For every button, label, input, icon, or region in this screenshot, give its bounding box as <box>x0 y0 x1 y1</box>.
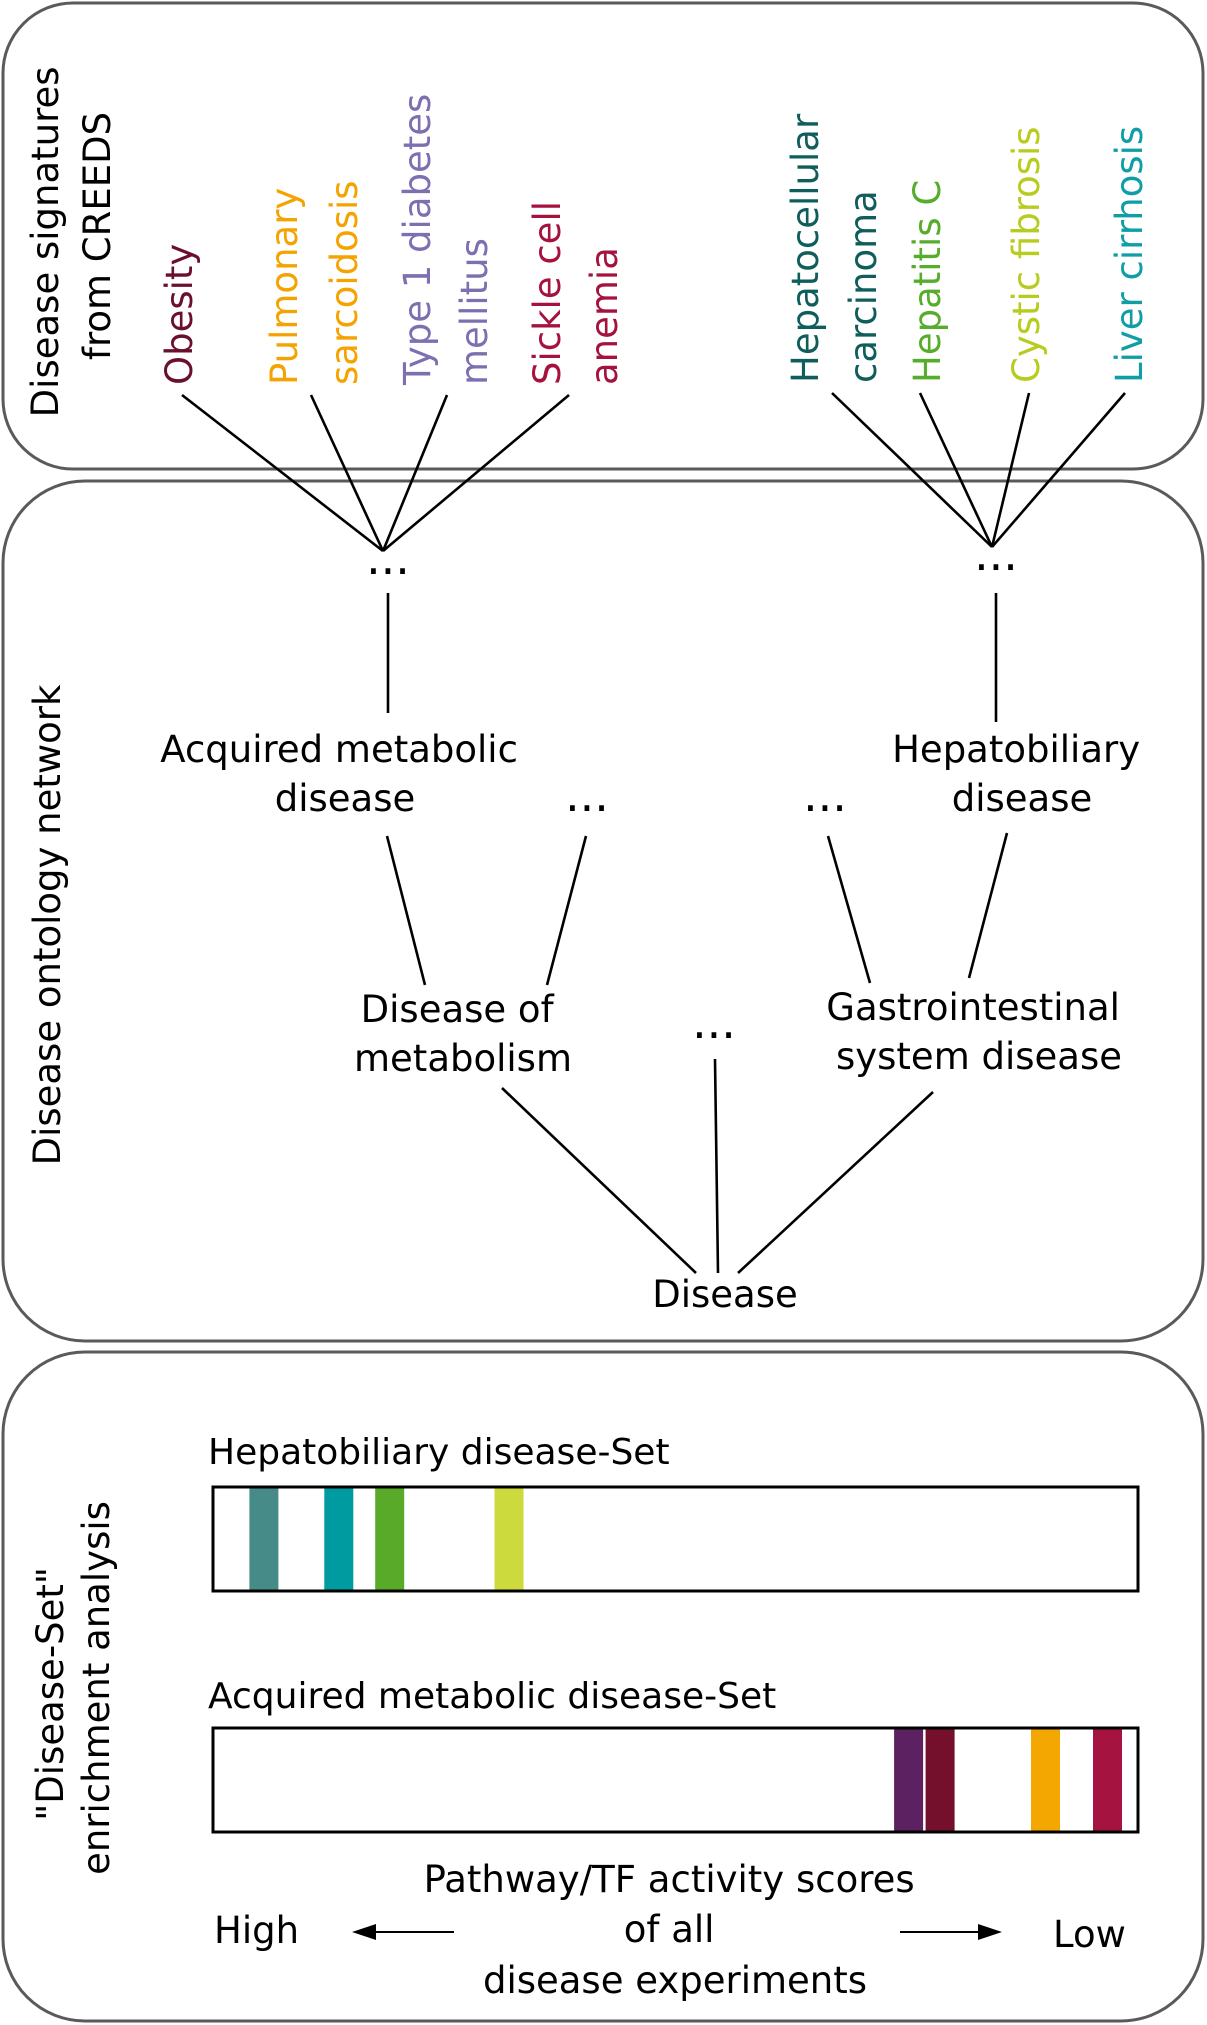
acquired-metabolic-line-2: disease <box>275 777 416 820</box>
edge-gastrointestinal-to-disease <box>737 1091 934 1274</box>
ontology-panel <box>1 479 1205 1343</box>
edge-ellipsis-to-disease <box>713 1058 720 1274</box>
signature-type1-diabetes-line-1: Type 1 diabetes <box>396 94 439 386</box>
signature-hepatocellular-carcinoma: Hepatocellular carcinoma <box>784 102 885 383</box>
signature-obesity-line-1: Obesity <box>158 244 201 385</box>
node-gastrointestinal-system-disease: Gastrointestinal system disease <box>826 986 1131 1078</box>
gastrointestinal-line-1: Gastrointestinal <box>826 986 1120 1029</box>
acquired-metabolic-set-bar <box>211 1726 1140 1834</box>
edge-acquired-metabolic-to-metabolism <box>385 835 427 986</box>
activity-caption-line-1: Pathway/TF activity scores <box>424 1858 915 1901</box>
edge-diabetes-to-ellipsis <box>381 394 449 552</box>
signature-pulmonary-sarcoidosis: Pulmonary sarcoidosis <box>263 176 366 385</box>
signature-cystic-fibrosis-line-1: Cystic fibrosis <box>1005 126 1048 383</box>
signature-sickle-cell-line-2: anemia <box>583 247 626 385</box>
hepatobiliary-set-bar <box>211 1485 1140 1593</box>
edge-sarcoidosis-to-ellipsis <box>309 394 385 552</box>
signature-type1-diabetes-line-2: mellitus <box>453 238 496 385</box>
activity-score-caption: Pathway/TF activity scores of all diseas… <box>424 1858 927 2002</box>
acquired-metabolic-set-label: Acquired metabolic disease-Set <box>208 1676 776 1717</box>
set-0-stripe-1 <box>324 1487 354 1591</box>
disease-of-metabolism-line-2: metabolism <box>354 1037 572 1080</box>
disease-of-metabolism-line-1: Disease of <box>361 988 555 1031</box>
low-label: Low <box>1053 1913 1126 1956</box>
signatures-title-line-2: from CREEDS <box>76 112 119 360</box>
ellipsis-level3-middle: ... <box>692 995 736 1049</box>
hepatobiliary-line-2: disease <box>952 777 1093 820</box>
acquired-metabolic-line-1: Acquired metabolic <box>160 728 518 771</box>
gastrointestinal-line-2: system disease <box>836 1035 1122 1078</box>
enrichment-title-line-2: enrichment analysis <box>75 1501 118 1875</box>
ellipsis-hepatobiliary-branch: ... <box>974 527 1018 581</box>
edge-cystic-fibrosis-to-ellipsis <box>990 392 1031 548</box>
edge-ellipsis-to-metabolism <box>545 835 588 986</box>
edge-liver-cirrhosis-to-ellipsis <box>991 392 1126 548</box>
signature-pulmonary-sarcoidosis-line-2: sarcoidosis <box>323 180 366 385</box>
signatures-panel <box>1 1 1205 471</box>
node-disease-of-metabolism: Disease of metabolism <box>354 988 572 1080</box>
hepatobiliary-set-label: Hepatobiliary disease-Set <box>208 1432 670 1473</box>
acquired-metabolic-set-stripes <box>894 1728 1122 1832</box>
enrichment-title-line-1: "Disease-Set" <box>29 1567 72 1821</box>
node-acquired-metabolic-disease: Acquired metabolic disease <box>160 728 529 820</box>
edge-hepatitis-c-to-ellipsis <box>918 392 994 548</box>
hepatobiliary-set-stripes <box>249 1487 524 1591</box>
signatures-panel-title: Disease signatures from CREEDS <box>24 55 119 418</box>
set-1-stripe-0 <box>894 1728 924 1832</box>
hepatobiliary-set-bar-outline <box>211 1485 1140 1593</box>
hepatobiliary-line-1: Hepatobiliary <box>892 728 1140 771</box>
activity-caption-line-2: of all <box>624 1908 715 1951</box>
set-1-stripe-2 <box>1031 1728 1060 1832</box>
right-arrow-icon <box>900 1924 1002 1940</box>
set-0-stripe-0 <box>249 1487 279 1591</box>
signature-cystic-fibrosis: Cystic fibrosis <box>1005 126 1048 383</box>
enrichment-panel-title: "Disease-Set" enrichment analysis <box>29 1501 118 1875</box>
edge-hepatocellular-to-ellipsis <box>831 392 993 548</box>
edge-sickle-cell-to-ellipsis <box>382 394 570 552</box>
activity-caption-line-3: disease experiments <box>483 1959 867 2002</box>
signature-pulmonary-sarcoidosis-line-1: Pulmonary <box>263 188 306 385</box>
ontology-panel-title: Disease ontology network <box>26 684 69 1165</box>
node-hepatobiliary-disease: Hepatobiliary disease <box>892 728 1152 820</box>
signature-hepatocellular-line-1: Hepatocellular <box>784 113 827 383</box>
edge-metabolism-to-disease <box>501 1087 697 1274</box>
node-disease-root: Disease <box>652 1273 798 1316</box>
left-arrow-icon <box>352 1924 454 1940</box>
edge-ellipsis-to-gastrointestinal <box>826 835 872 984</box>
signatures-title-line-1: Disease signatures <box>24 66 67 417</box>
ellipsis-metabolic-branch: ... <box>366 531 410 585</box>
acquired-metabolic-set-bar-outline <box>211 1726 1140 1834</box>
signature-liver-cirrhosis: Liver cirrhosis <box>1108 126 1151 383</box>
ellipsis-level2-middle-right: ... <box>803 768 847 822</box>
signature-hepatitis-c: Hepatitis C <box>906 180 949 383</box>
signature-hepatocellular-line-2: carcinoma <box>842 190 885 383</box>
signature-liver-cirrhosis-line-1: Liver cirrhosis <box>1108 126 1151 383</box>
edge-obesity-to-ellipsis <box>181 393 384 553</box>
signature-hepatitis-c-line-1: Hepatitis C <box>906 180 949 383</box>
set-0-stripe-2 <box>375 1487 405 1591</box>
set-1-stripe-1 <box>925 1728 955 1832</box>
signature-sickle-cell-line-1: Sickle cell <box>526 201 569 385</box>
set-0-stripe-3 <box>494 1487 524 1591</box>
signature-obesity: Obesity <box>158 244 201 385</box>
set-1-stripe-3 <box>1093 1728 1122 1832</box>
signature-type1-diabetes: Type 1 diabetes mellitus <box>396 82 496 386</box>
ellipsis-level2-middle-left: ... <box>565 768 609 822</box>
edge-hepatobiliary-to-gastrointestinal <box>967 832 1009 979</box>
signature-sickle-cell-anemia: Sickle cell anemia <box>526 189 626 385</box>
high-label: High <box>214 1909 299 1952</box>
